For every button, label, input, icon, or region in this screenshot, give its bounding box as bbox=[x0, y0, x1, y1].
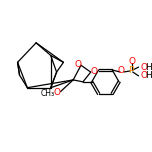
Text: O: O bbox=[53, 88, 60, 97]
Text: O: O bbox=[117, 66, 124, 76]
Text: O: O bbox=[140, 63, 148, 72]
Text: H: H bbox=[145, 71, 152, 80]
Text: O: O bbox=[128, 57, 135, 66]
Text: P: P bbox=[128, 66, 133, 76]
Text: CH₃: CH₃ bbox=[41, 89, 55, 98]
Text: O: O bbox=[75, 60, 82, 69]
Text: H: H bbox=[145, 63, 152, 72]
Text: O: O bbox=[90, 67, 97, 76]
Text: O: O bbox=[140, 71, 148, 80]
